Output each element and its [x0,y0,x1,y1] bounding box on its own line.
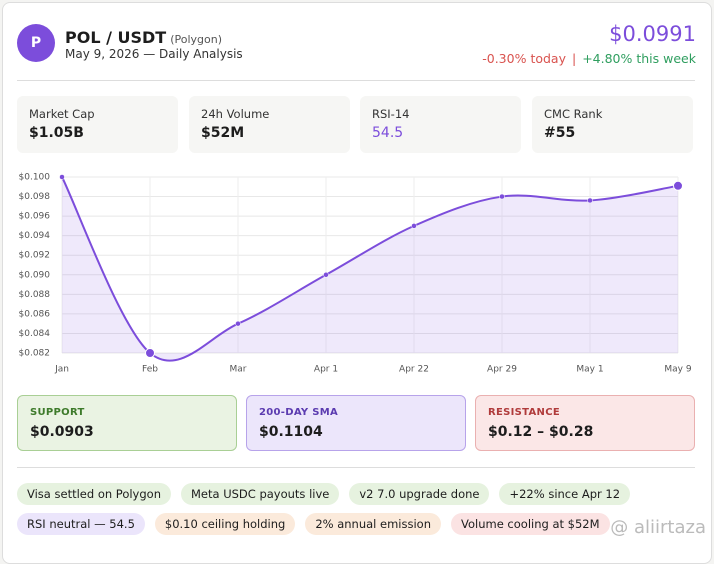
y-tick-label: $0.082 [19,349,51,359]
stat-value: $1.05B [29,125,84,141]
area [62,177,678,361]
separator: | [571,51,577,66]
stat-value: $52M [201,125,245,141]
stat-label: RSI-14 [372,107,410,121]
level-value: $0.12 – $0.28 [488,424,594,440]
tag: $0.10 ceiling holding [154,513,296,535]
plot-area [62,177,678,353]
y-tick-label: $0.100 [19,173,51,183]
stat: 24h Volume $52M [189,96,350,153]
stat: Market Cap $1.05B [17,96,178,153]
tag: RSI neutral — 54.5 [17,513,145,535]
stat-label: CMC Rank [544,107,603,121]
x-tick-label: Jan [54,365,69,375]
x-tick-label: May 1 [576,365,603,375]
y-tick-label: $0.090 [19,270,51,280]
point [323,272,329,278]
price: $0.0991 [609,22,696,46]
y-tick-label: $0.084 [19,329,51,339]
chart: $0.082 $0.084 $0.086 $0.088 $0.090 $0.092 $0.0… [19,173,692,375]
stat: RSI-14 54.5 [360,96,521,153]
change-week: +4.80% this week [582,51,696,66]
change-today: -0.30% today [482,51,566,66]
level-box: RESISTANCE $0.12 – $0.28 [475,395,695,451]
level-box: 200-DAY SMA $0.1104 [246,395,466,451]
x-tick-label: Apr 1 [314,365,338,375]
y-tick-label: $0.098 [19,192,51,202]
stat-value: 54.5 [372,125,404,141]
y-tick-label: $0.088 [19,290,51,300]
point [499,193,505,200]
point [235,320,241,327]
point [587,197,593,204]
x-tick-label: Apr 29 [487,365,517,375]
y-tick-label: $0.094 [19,231,51,241]
point [145,348,155,358]
level-value: $0.0903 [30,424,94,440]
network: (Polygon) [170,33,223,46]
point [411,223,417,229]
level-label: RESISTANCE [488,407,560,418]
level-box: SUPPORT $0.0903 [17,395,237,451]
tag: +22% since Apr 12 [499,483,631,505]
tag: v2 7.0 upgrade done [349,483,490,505]
avatar: P [17,24,55,62]
tag: Meta USDC payouts live [180,483,340,505]
divider [17,467,695,468]
x-tick-label: May 9 [664,365,691,375]
changes: -0.30% today | +4.80% this week [482,51,696,66]
level-label: SUPPORT [30,407,85,418]
pair: POL / USDT [65,28,167,47]
level-value: $0.1104 [259,424,323,440]
x-tick-label: Feb [142,365,158,375]
x-tick-label: Mar [230,365,247,375]
y-tick-label: $0.096 [19,212,51,222]
pair-title: POL / USDT (Polygon) [65,28,222,47]
stat: CMC Rank #55 [532,96,693,153]
y-tick-label: $0.086 [19,309,51,319]
y-tick-label: $0.092 [19,251,51,261]
subtitle: May 9, 2026 — Daily Analysis [65,47,243,61]
point [59,174,65,180]
x-tick-label: Apr 22 [399,365,429,375]
watermark: @ aliirtaza [610,517,706,538]
stat-label: Market Cap [29,107,95,121]
stat-value: #55 [544,125,576,141]
tag: Volume cooling at $52M [451,513,610,535]
stat-label: 24h Volume [201,107,270,121]
divider [17,80,695,81]
tag: Visa settled on Polygon [17,483,171,505]
line [61,176,679,362]
level-label: 200-DAY SMA [259,407,339,418]
point [673,180,683,191]
tag-list: Visa settled on Polygon Meta USDC payout… [17,483,697,535]
tag: 2% annual emission [305,513,441,535]
